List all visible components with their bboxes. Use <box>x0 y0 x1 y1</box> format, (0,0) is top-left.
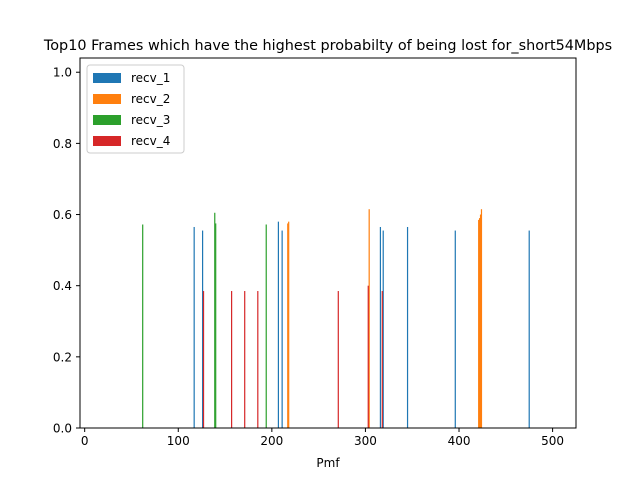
legend-swatch-recv-1 <box>93 73 121 83</box>
bar-recv-4-6 <box>381 291 383 428</box>
x-tick-label: 0 <box>81 434 89 448</box>
bar-recv-4-2 <box>244 291 246 428</box>
bar-recv-1-0 <box>193 226 195 428</box>
x-axis: 0 100 200 300 400 500 <box>81 428 564 448</box>
x-tick-label: 300 <box>354 434 377 448</box>
bar-recv-1-6 <box>406 226 409 428</box>
y-tick-label: 0.2 <box>53 350 72 364</box>
legend-swatch-recv-4 <box>93 136 121 146</box>
axes-frame <box>79 57 577 429</box>
y-tick-label: 0.6 <box>53 208 72 222</box>
bar-recv-4-3 <box>257 291 259 428</box>
bar-recv-2-6 <box>480 209 483 428</box>
bar-recv-1-5 <box>382 230 384 428</box>
y-tick-label: 0.0 <box>53 422 72 436</box>
legend-swatch-recv-2 <box>93 94 121 104</box>
bar-recv-2-3 <box>478 219 480 429</box>
bars-layer <box>142 209 530 429</box>
bar-recv-2-2 <box>368 209 370 428</box>
x-tick-label: 500 <box>541 434 564 448</box>
legend-swatch-recv-3 <box>93 115 121 125</box>
legend-label-recv-4: recv_4 <box>131 134 170 148</box>
bar-recv-3-1 <box>214 212 216 428</box>
bar-recv-2-5 <box>479 214 482 428</box>
bar-recv-1-4 <box>379 226 382 428</box>
legend-label-recv-2: recv_2 <box>131 92 170 106</box>
legend: recv_1 recv_2 recv_3 recv_4 <box>86 64 185 154</box>
y-tick-label: 0.4 <box>53 279 72 293</box>
y-axis: 0.0 0.2 0.4 0.6 0.8 1.0 <box>53 66 80 436</box>
y-tick-label: 1.0 <box>53 66 72 80</box>
bar-recv-1-7 <box>454 230 456 428</box>
bar-recv-4-4 <box>337 291 339 428</box>
bar-recv-1-3 <box>281 230 283 428</box>
bar-recv-2-4 <box>479 218 481 428</box>
bar-recv-2-0 <box>287 223 289 428</box>
legend-frame <box>86 64 185 154</box>
bar-recv-1-1 <box>202 230 204 428</box>
bar-recv-3-0 <box>142 224 144 428</box>
legend-label-recv-1: recv_1 <box>131 71 170 85</box>
chart-title: Top10 Frames which have the highest prob… <box>43 38 612 54</box>
legend-label-recv-3: recv_3 <box>131 113 170 127</box>
x-tick-label: 100 <box>167 434 190 448</box>
bar-recv-1-8 <box>528 230 530 428</box>
bar-recv-4-5 <box>367 285 369 428</box>
bar-recv-4-0 <box>202 291 205 428</box>
bar-recv-2-1 <box>288 221 290 428</box>
y-tick-label: 0.8 <box>53 137 72 151</box>
bar-recv-4-1 <box>231 291 233 428</box>
x-tick-label: 200 <box>260 434 283 448</box>
bar-recv-3-2 <box>215 223 217 428</box>
x-axis-label: Pmf <box>316 456 340 470</box>
bar-recv-1-2 <box>277 221 279 428</box>
x-tick-label: 400 <box>448 434 471 448</box>
bar-recv-3-3 <box>265 224 267 428</box>
